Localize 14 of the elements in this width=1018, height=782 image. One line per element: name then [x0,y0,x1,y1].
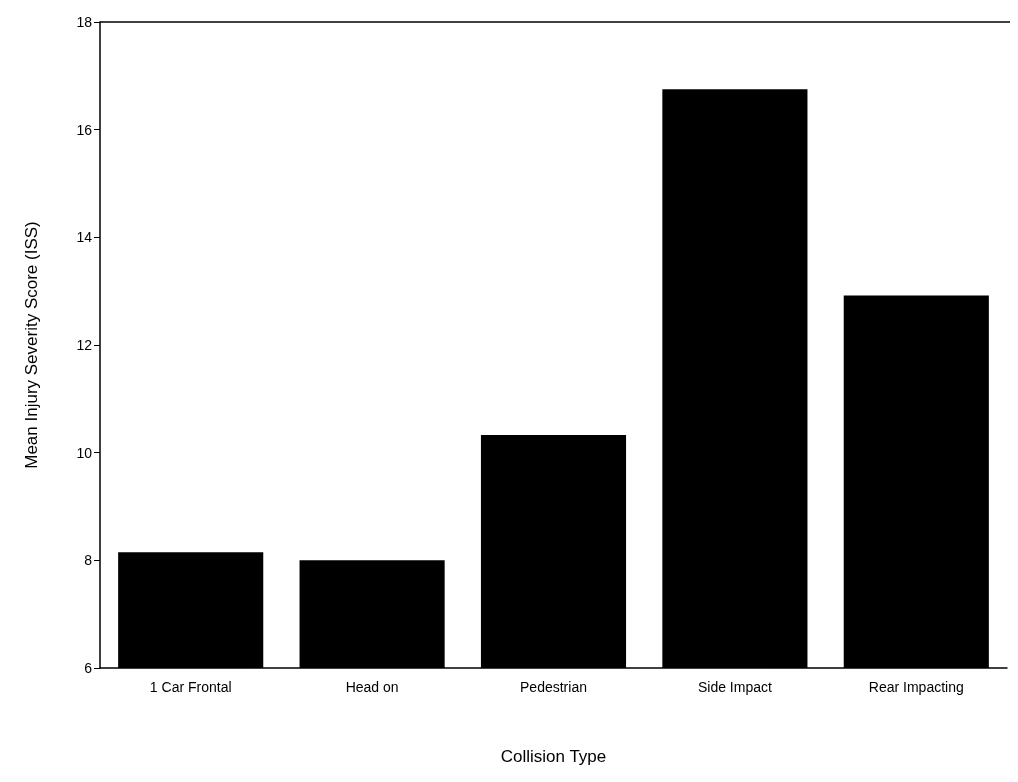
y-tick-label: 14 [76,229,93,246]
x-tick-label: Rear Impacting [868,679,964,695]
y-axis-title: Mean Injury Severity Score (ISS) [22,221,41,469]
x-tick-label: Head on [345,679,399,695]
y-tick-label: 12 [76,337,93,353]
y-tick-label: 18 [76,14,93,30]
x-axis-title: Collision Type [500,747,607,766]
y-tick-label: 10 [76,444,93,461]
y-tick-label: 6 [84,660,93,676]
x-tick-label: Side Impact [697,679,772,695]
y-tick-label: 8 [84,552,93,569]
x-tick-label: 1 Car Frontal [149,679,232,695]
y-tick-label: 16 [76,121,93,138]
x-tick-label: Pedestrian [520,679,587,695]
